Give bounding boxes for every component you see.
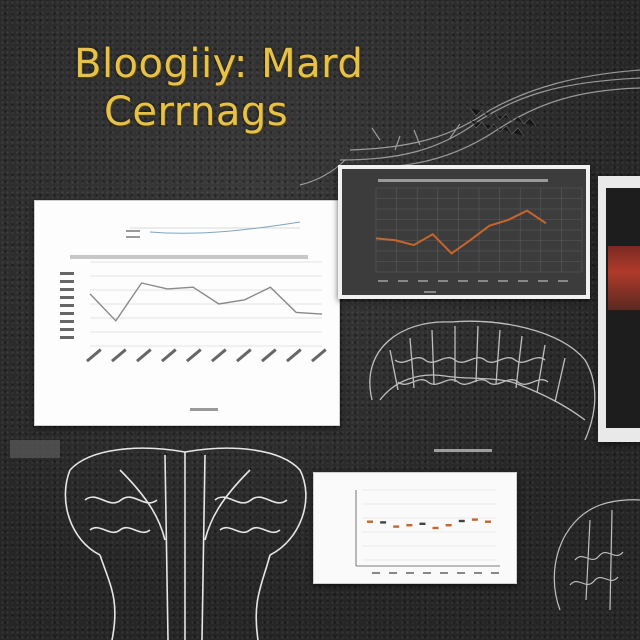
small-chart-point — [393, 525, 400, 528]
small-chart-xtick-mark — [474, 572, 482, 574]
left-chart-xtick-mark — [186, 348, 202, 363]
small-chart-point — [432, 526, 439, 530]
small-chart-xtick-mark — [491, 572, 499, 574]
brain-bottom-left-icon — [64, 447, 307, 640]
left-chart-ytick-mark — [60, 312, 74, 315]
left-chart-xtick-mark — [311, 348, 327, 363]
grey-label-chip — [10, 440, 60, 458]
left-chart-xtick-mark — [161, 348, 177, 363]
small-chart-xtick-mark — [372, 572, 380, 574]
line-chart-panel-left — [34, 200, 340, 426]
left-chart-xtick-mark — [211, 348, 227, 363]
title-line-1: Bloogiiy: Mard — [74, 41, 364, 87]
page-title: Bloogiiy: Mard Cerrnags — [74, 40, 404, 136]
small-chart-point — [419, 522, 426, 525]
left-panel-header-sketch — [126, 221, 301, 238]
left-chart-ytick-mark — [60, 296, 74, 299]
small-chart-xtick-mark — [389, 572, 397, 574]
small-chart-point — [485, 520, 491, 523]
dark-chart-series-line — [375, 209, 547, 255]
left-chart-xtick-mark — [286, 348, 302, 363]
dark-chart-xtick-mark — [398, 280, 408, 282]
left-chart-ytick-mark — [60, 272, 74, 275]
small-chart-xtick-mark — [440, 572, 448, 574]
left-chart-ytick-mark — [60, 304, 74, 307]
monitor-screen — [606, 188, 640, 428]
small-chart-point — [406, 524, 413, 527]
left-chart-ytick-mark — [60, 328, 74, 331]
dark-chart-xtick-mark — [438, 280, 448, 282]
small-chart-point — [445, 524, 452, 527]
brain-bottom-right-icon — [553, 499, 640, 611]
left-chart-xtick-mark — [236, 348, 252, 363]
small-chart-xtick-mark — [457, 572, 465, 574]
title-line-2: Cerrnags — [104, 89, 289, 135]
dark-chart-xtick-mark — [378, 280, 388, 282]
line-chart-panel-dark — [338, 165, 590, 299]
left-chart-ytick-mark — [60, 320, 74, 323]
small-chart-point — [380, 521, 387, 524]
left-chart-xtick-mark — [136, 348, 152, 363]
brain-center-icon — [369, 320, 596, 441]
dark-chart-xtick-mark — [498, 280, 508, 282]
dark-chart-xtick-mark — [418, 280, 428, 282]
dark-chart-xtick-mark — [558, 280, 568, 282]
dark-chart-xtick-mark — [538, 280, 548, 282]
small-chart-xtick-mark — [423, 572, 431, 574]
monitor-panel-right — [598, 176, 640, 442]
small-chart-point — [458, 519, 465, 523]
left-chart-series-line — [89, 282, 323, 322]
left-chart-xtick-mark — [261, 348, 277, 363]
left-chart-ytick-mark — [60, 336, 74, 339]
left-chart-ytick-mark — [60, 280, 74, 283]
small-chart-xtick-mark — [406, 572, 414, 574]
left-chart-ytick-mark — [60, 288, 74, 291]
scatter-chart-panel — [313, 472, 517, 584]
small-chart-point — [367, 520, 373, 523]
dark-chart-screen — [342, 169, 586, 295]
dark-chart-xtick-mark — [518, 280, 528, 282]
left-chart-xtick-mark — [111, 348, 127, 363]
dark-chart-xtick-mark — [458, 280, 468, 282]
left-chart-xtick-mark — [86, 348, 102, 363]
dark-chart-xtick-mark — [478, 280, 488, 282]
small-chart-point — [471, 518, 478, 521]
